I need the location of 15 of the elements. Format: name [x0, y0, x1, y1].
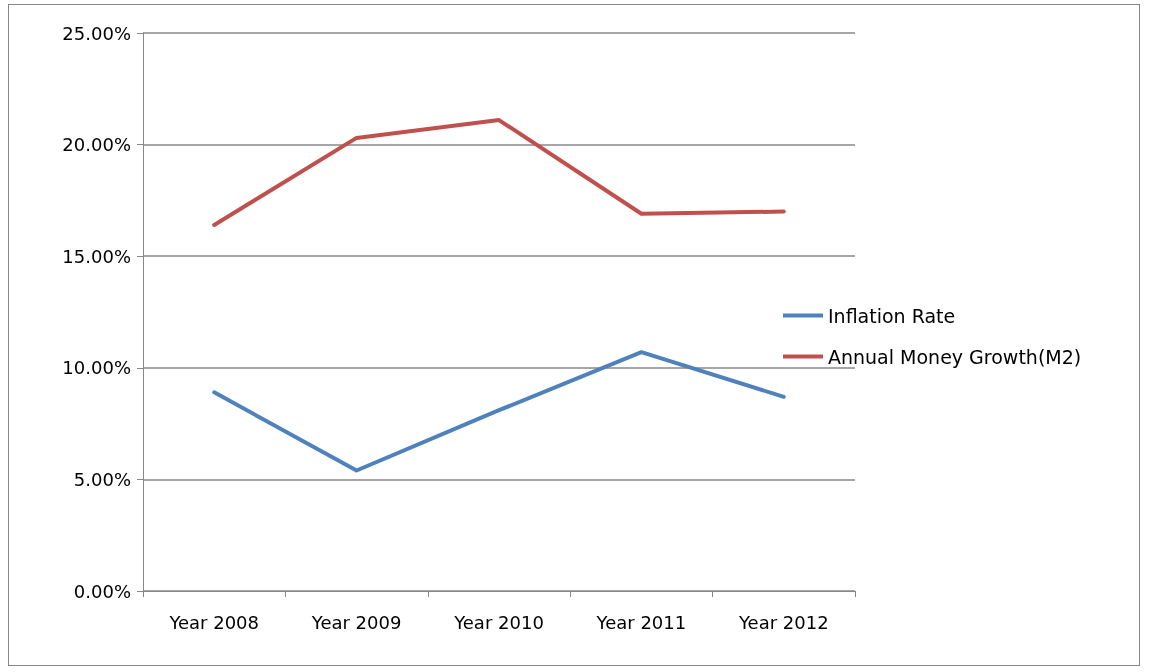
- legend-label: Annual Money Growth(M2): [828, 345, 1082, 368]
- line-series: [212, 350, 786, 473]
- x-tick-label: Year 2011: [595, 611, 687, 633]
- x-tick-label: Year 2008: [168, 611, 260, 633]
- x-tick-label: Year 2012: [737, 611, 829, 633]
- line-series: [212, 118, 786, 227]
- x-tick-label: Year 2009: [310, 611, 402, 633]
- y-tick-label: 10.00%: [62, 357, 131, 379]
- y-tick-label: 20.00%: [62, 134, 131, 156]
- y-tick-label: 0.00%: [73, 580, 131, 602]
- y-tick-label: 25.00%: [62, 22, 131, 44]
- y-tick-label: 15.00%: [62, 245, 131, 267]
- x-tick-label: Year 2010: [453, 611, 544, 633]
- y-tick-label: 5.00%: [73, 468, 131, 490]
- legend-label: Inflation Rate: [828, 304, 956, 327]
